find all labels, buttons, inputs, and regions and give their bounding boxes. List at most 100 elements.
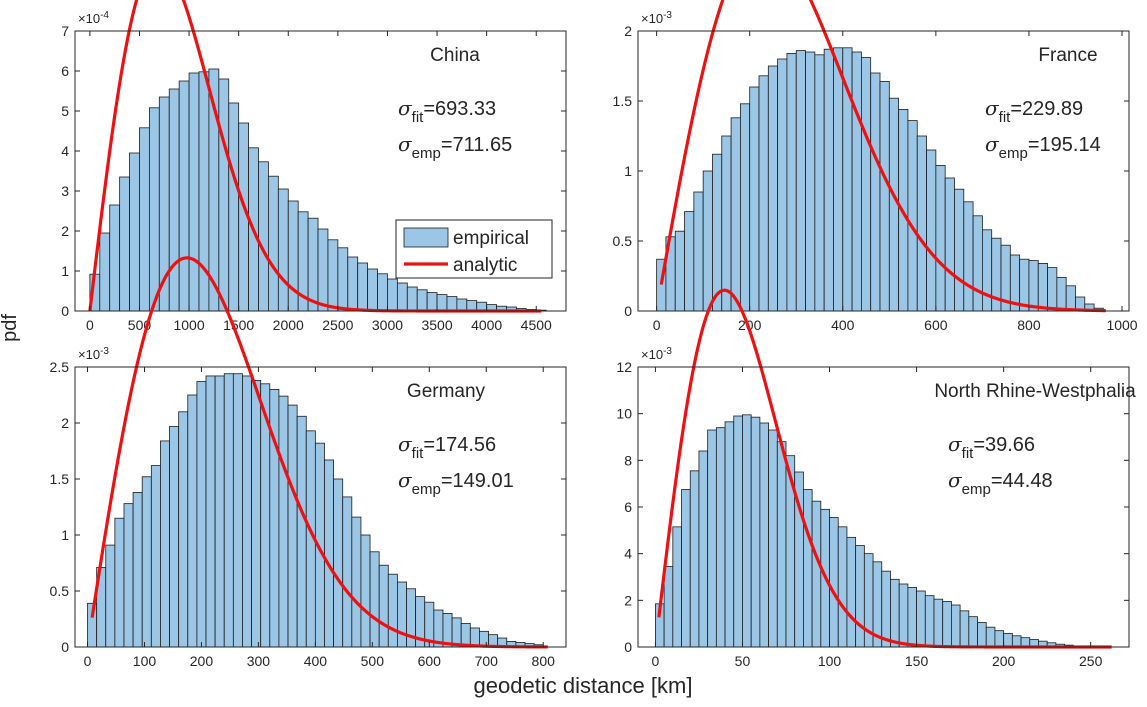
- histogram-bar: [758, 75, 769, 312]
- histogram-bar: [187, 394, 198, 648]
- histogram-bar: [105, 544, 116, 648]
- histogram-bar: [178, 411, 189, 648]
- x-tick-label: 300: [247, 653, 271, 669]
- y-tick-label: 0: [624, 639, 632, 655]
- histogram-bar: [451, 617, 462, 648]
- histogram-bar: [963, 201, 974, 312]
- histogram-bar: [977, 622, 987, 648]
- histogram-bar: [890, 578, 900, 648]
- x-tick-label: 0: [86, 317, 94, 333]
- histogram-bar: [916, 135, 927, 312]
- histogram-bar: [109, 204, 121, 312]
- histogram-bar: [924, 595, 935, 648]
- histogram-bar: [242, 375, 252, 648]
- histogram-bar: [1037, 262, 1048, 312]
- histogram-bar: [333, 478, 344, 648]
- x-tick-label: 700: [475, 653, 499, 669]
- x-tick-label: 4000: [471, 317, 502, 333]
- histogram-bar: [205, 375, 216, 648]
- histogram-bar: [396, 282, 408, 312]
- histogram-bar: [278, 395, 289, 648]
- y-tick-label: 1.5: [613, 93, 633, 109]
- x-tick-label: 400: [304, 653, 328, 669]
- histogram-bar: [907, 587, 917, 648]
- histogram-bar: [777, 58, 788, 312]
- y-tick-label: 4: [61, 143, 69, 159]
- y-tick-label: 7: [61, 23, 69, 39]
- histogram-bar: [378, 564, 389, 648]
- histogram-bar: [811, 500, 822, 648]
- histogram-bar: [1056, 276, 1067, 312]
- x-tick-label: 250: [1079, 653, 1103, 669]
- histogram-bar: [898, 583, 909, 648]
- histogram-bar: [251, 380, 262, 648]
- histogram-bar: [684, 211, 695, 312]
- x-tick-label: 1000: [173, 317, 204, 333]
- x-tick-label: 3500: [421, 317, 452, 333]
- histogram-bar: [456, 298, 468, 312]
- legend-swatch-empirical: [403, 227, 449, 248]
- x-tick-label: 50: [735, 653, 751, 669]
- sigma-emp-annotation: σemp=149.01: [398, 468, 514, 498]
- histogram-bar: [767, 65, 779, 312]
- panel-france: 0 200 400 600 800 1000 0 0.5 1 1.5 2 ×10-3 France σfi…: [613, 0, 1138, 333]
- y-exponent-label: ×10-3: [641, 10, 672, 26]
- histogram-bar: [846, 536, 857, 648]
- histogram-bar: [196, 381, 207, 648]
- legend-label-analytic: analytic: [453, 255, 517, 276]
- y-exponent-value: -4: [100, 10, 109, 21]
- histogram-bar: [377, 273, 388, 312]
- histogram-bar: [1065, 285, 1076, 312]
- histogram-bar: [367, 268, 378, 312]
- analytic-curve: [90, 256, 548, 649]
- histogram-bar: [837, 526, 848, 648]
- y-tick-label: 3: [61, 183, 69, 199]
- histogram-bar: [689, 470, 700, 648]
- histogram-bar: [672, 526, 682, 648]
- histogram-bar: [702, 170, 713, 312]
- histogram-bar: [879, 81, 890, 312]
- histogram-bar: [786, 53, 797, 312]
- histogram-bar: [268, 175, 279, 312]
- sigma-fit-annotation: σfit=229.89: [985, 96, 1083, 126]
- histogram-bar: [387, 278, 398, 312]
- histogram-bar: [951, 604, 961, 648]
- histogram-bar: [416, 289, 428, 312]
- histogram-bar: [188, 72, 200, 312]
- histogram-bar: [342, 496, 353, 648]
- y-exponent-value: -3: [663, 346, 672, 357]
- histogram-bar: [446, 296, 458, 312]
- y-tick-label: 8: [624, 452, 632, 468]
- histogram-bar: [1011, 635, 1022, 648]
- x-tick-label: 2500: [322, 317, 353, 333]
- figure-ylabel: pdf: [0, 314, 21, 342]
- histogram-bar: [337, 247, 349, 312]
- histogram-bar: [730, 117, 741, 312]
- histogram-bar: [833, 47, 844, 312]
- sigma-emp-annotation: σemp=711.65: [398, 132, 512, 162]
- axes-frame: [74, 30, 567, 312]
- panel-north-rhine-westphalia: 0 50 100 150 200 250 0 2 4 6 8 10 12 ×10-3 North Rhine…: [616, 288, 1136, 669]
- histogram-bar: [768, 429, 778, 648]
- histogram-bar: [324, 459, 334, 648]
- panel-title: North Rhine-Westphalia: [934, 381, 1136, 402]
- y-tick-label: 12: [616, 359, 632, 375]
- y-tick-label: 1: [624, 163, 632, 179]
- histogram-bar: [721, 135, 732, 312]
- histogram-bar: [954, 188, 965, 312]
- panel-title: Germany: [407, 381, 486, 402]
- x-tick-label: 200: [738, 317, 762, 333]
- histogram-bar: [693, 191, 704, 312]
- y-tick-label: 2.5: [50, 359, 70, 375]
- histogram-bar: [129, 152, 140, 312]
- y-tick-label: 10: [616, 406, 632, 422]
- histogram-bar: [750, 416, 761, 648]
- histogram-bar: [436, 294, 448, 312]
- x-tick-label: 100: [133, 653, 157, 669]
- histogram-bar: [916, 590, 926, 648]
- histogram-bar: [707, 429, 717, 648]
- histogram-bar: [228, 102, 240, 312]
- histogram-bar: [287, 200, 299, 312]
- histogram-bar: [296, 415, 307, 648]
- histogram-bar: [214, 375, 225, 648]
